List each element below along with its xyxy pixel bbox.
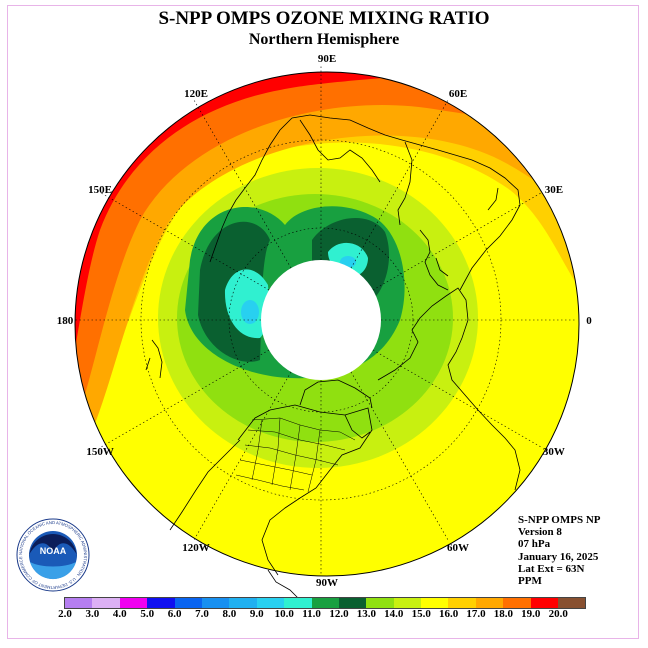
colorbar-segment bbox=[503, 598, 531, 608]
info-date: January 16, 2025 bbox=[518, 550, 599, 563]
meridian-line bbox=[100, 192, 270, 291]
meridian-line bbox=[372, 192, 542, 291]
colorbar-tick-label: 9.0 bbox=[249, 608, 264, 620]
longitude-label: 180 bbox=[57, 315, 74, 327]
contour-8-9 bbox=[241, 300, 259, 324]
us-state-borders bbox=[235, 417, 356, 493]
longitude-label: 0 bbox=[586, 315, 592, 327]
colorbar-segment bbox=[421, 598, 449, 608]
colorbar-tick-label: 7.0 bbox=[195, 608, 209, 620]
colorbar-segment bbox=[475, 598, 504, 608]
colorbar-tick-label: 14.0 bbox=[384, 608, 404, 620]
meridian-line bbox=[193, 371, 292, 541]
meridian-line bbox=[372, 349, 542, 448]
colorbar-segment bbox=[92, 598, 120, 608]
longitude-label: 90E bbox=[318, 53, 336, 65]
polar-night-no-data bbox=[261, 260, 381, 380]
colorbar-tick-label: 18.0 bbox=[493, 608, 514, 620]
colorbar-segment bbox=[119, 598, 148, 608]
colorbar-tick-label: 3.0 bbox=[85, 608, 100, 620]
colorbar-tick-label: 5.0 bbox=[140, 608, 155, 620]
longitude-label: 150E bbox=[88, 184, 112, 196]
noaa-logo-text: NOAA bbox=[40, 546, 67, 556]
colorbar-segment bbox=[284, 598, 312, 608]
longitude-label: 60E bbox=[449, 88, 467, 100]
info-units: PPM bbox=[518, 575, 542, 588]
longitude-label: 60W bbox=[447, 542, 469, 554]
info-lat-extent: Lat Ext = 63N bbox=[518, 562, 585, 575]
longitude-label: 120E bbox=[184, 88, 208, 100]
info-pressure-level: 07 hPa bbox=[518, 538, 551, 551]
colorbar-tick-label: 11.0 bbox=[302, 608, 321, 620]
colorbar-segment bbox=[229, 598, 257, 608]
colorbar-tick-label: 20.0 bbox=[548, 608, 568, 620]
colorbar-tick-label: 13.0 bbox=[356, 608, 377, 620]
colorbar-tick-label: 6.0 bbox=[167, 608, 182, 620]
meridian-line bbox=[193, 99, 292, 269]
longitude-label: 150W bbox=[86, 446, 114, 458]
meridian-lines bbox=[66, 65, 576, 575]
colorbar-tick-label: 10.0 bbox=[274, 608, 294, 620]
hemisphere-outline bbox=[74, 71, 580, 577]
map-subtitle: Northern Hemisphere bbox=[248, 31, 400, 48]
colorbar-segment bbox=[147, 598, 175, 608]
colorbar-tick-label: 16.0 bbox=[438, 608, 459, 620]
colorbar-tick-label: 12.0 bbox=[329, 608, 349, 620]
meridian-line bbox=[350, 371, 449, 541]
product-info: S-NPP OMPS NP Version 8 07 hPa January 1… bbox=[518, 514, 601, 587]
colorbar-tick-label: 17.0 bbox=[466, 608, 486, 620]
info-product: S-NPP OMPS NP bbox=[518, 514, 601, 526]
colorbar-segment bbox=[174, 598, 202, 608]
colorbar-segment bbox=[366, 598, 394, 608]
colorbar-tick-label: 8.0 bbox=[222, 608, 237, 620]
lat-lon-grid bbox=[66, 65, 576, 575]
longitude-labels: 90E 60E 30E 0 30W 60W 90W 120W 150W 180 150E 120E bbox=[57, 53, 593, 589]
colorbar-segment bbox=[338, 598, 367, 608]
longitude-label: 90W bbox=[316, 577, 338, 589]
info-version: Version 8 bbox=[518, 526, 562, 539]
colorbar-segment bbox=[201, 598, 230, 608]
contour-17-18 bbox=[75, 72, 579, 470]
colorbar-segment bbox=[448, 598, 476, 608]
longitude-label: 30E bbox=[545, 184, 563, 196]
colorbar bbox=[64, 597, 587, 609]
contour-18-19 bbox=[75, 72, 579, 440]
contour-9-10 bbox=[224, 242, 368, 339]
ozone-field bbox=[75, 72, 579, 576]
colorbar-segment bbox=[65, 598, 93, 608]
colorbar-tick-label: 19.0 bbox=[521, 608, 541, 620]
colorbar-tick-label: 15.0 bbox=[411, 608, 431, 620]
noaa-logo: NATIONAL OCEANIC AND ATMOSPHERIC ADMINIS… bbox=[16, 518, 90, 592]
longitude-label: 120W bbox=[182, 542, 210, 554]
colorbar-segment bbox=[256, 598, 285, 608]
map-title: S-NPP OMPS OZONE MIXING RATIO bbox=[158, 8, 490, 29]
colorbar-segment bbox=[558, 598, 586, 608]
colorbar-tick-label: 4.0 bbox=[112, 608, 127, 620]
colorbar-segment bbox=[530, 598, 559, 608]
colorbar-tick-label: 2.0 bbox=[58, 608, 72, 620]
colorbar-segment bbox=[311, 598, 339, 608]
longitude-label: 30W bbox=[543, 446, 565, 458]
meridian-line bbox=[350, 99, 449, 269]
figure-frame bbox=[7, 5, 639, 639]
noaa-logo-bird bbox=[29, 534, 77, 558]
meridian-line bbox=[100, 349, 270, 448]
colorbar-ticks: 2.0 3.0 4.0 5.0 6.0 7.0 8.0 9.0 10.0 11.0 12.0 13.0… bbox=[0, 608, 648, 622]
noaa-logo-wave bbox=[30, 562, 76, 580]
colorbar-segment bbox=[393, 598, 422, 608]
